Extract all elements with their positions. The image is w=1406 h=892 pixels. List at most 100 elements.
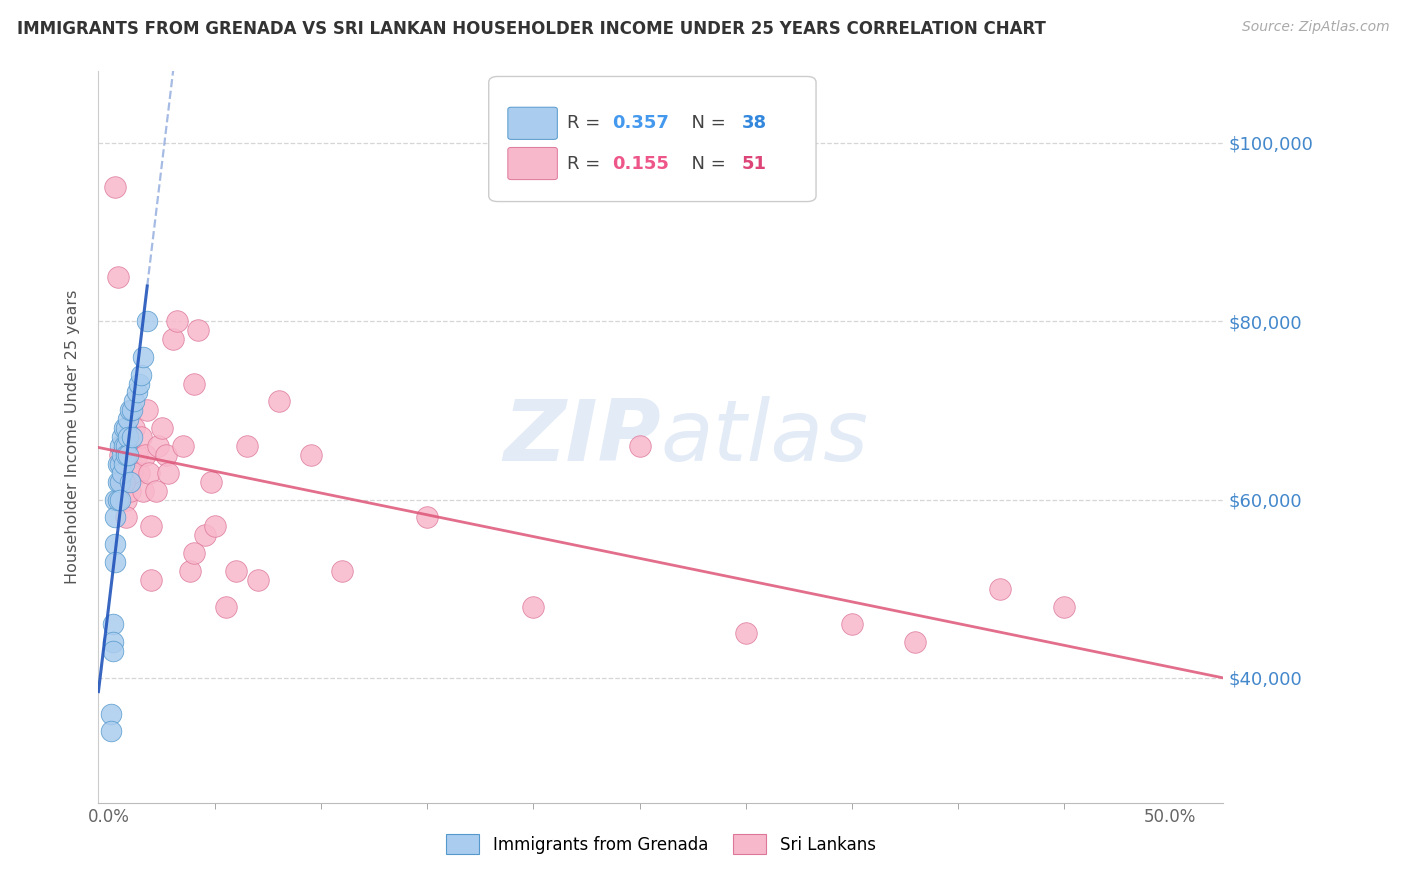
Point [108, 457, 131, 471]
Point [236, 439, 259, 453]
Point [187, 323, 209, 337]
Point [100, 724, 122, 739]
Point [145, 483, 167, 498]
Point [628, 439, 651, 453]
Text: IMMIGRANTS FROM GRENADA VS SRI LANKAN HOUSEHOLDER INCOME UNDER 25 YEARS CORRELAT: IMMIGRANTS FROM GRENADA VS SRI LANKAN HO… [17, 20, 1046, 37]
Point [120, 483, 142, 498]
Point [107, 269, 129, 284]
FancyBboxPatch shape [508, 147, 557, 179]
Y-axis label: Householder Income Under 25 years: Householder Income Under 25 years [65, 290, 80, 584]
Point [103, 617, 125, 632]
Point [124, 421, 146, 435]
Point [128, 466, 150, 480]
Point [111, 466, 134, 480]
Text: R =: R = [568, 114, 606, 132]
Point [112, 457, 135, 471]
Point [183, 376, 205, 391]
Point [104, 180, 127, 194]
Point [132, 483, 155, 498]
Point [183, 546, 205, 560]
Point [1053, 599, 1076, 614]
Point [107, 457, 129, 471]
Text: ZIP: ZIP [503, 395, 661, 479]
Point [162, 332, 184, 346]
Point [136, 403, 159, 417]
FancyBboxPatch shape [508, 107, 557, 139]
Point [121, 466, 143, 480]
Point [416, 510, 439, 524]
Point [103, 644, 125, 658]
Point [117, 448, 139, 462]
Point [112, 439, 135, 453]
Legend: Immigrants from Grenada, Sri Lankans: Immigrants from Grenada, Sri Lankans [439, 828, 883, 860]
Point [129, 430, 152, 444]
Text: 0.357: 0.357 [613, 114, 669, 132]
Point [141, 573, 163, 587]
Text: R =: R = [568, 154, 606, 172]
Text: N =: N = [681, 114, 731, 132]
Point [100, 706, 122, 721]
Text: N =: N = [681, 154, 731, 172]
Point [138, 466, 160, 480]
Point [115, 421, 138, 435]
Point [522, 599, 544, 614]
Point [166, 314, 188, 328]
Point [108, 492, 131, 507]
Point [104, 537, 127, 551]
Point [841, 617, 863, 632]
Point [117, 412, 139, 426]
Point [112, 448, 135, 462]
Point [107, 475, 129, 489]
Point [108, 439, 131, 453]
Point [104, 510, 127, 524]
Point [990, 582, 1012, 596]
Point [108, 475, 131, 489]
Point [155, 448, 177, 462]
Point [200, 475, 222, 489]
Point [115, 439, 138, 453]
Point [108, 448, 131, 462]
Point [103, 635, 125, 649]
Point [904, 635, 927, 649]
Point [117, 430, 139, 444]
Point [104, 492, 127, 507]
Point [150, 421, 173, 435]
Text: atlas: atlas [661, 395, 869, 479]
Point [111, 475, 134, 489]
Point [157, 466, 180, 480]
Point [299, 448, 322, 462]
Point [146, 439, 169, 453]
Point [112, 475, 135, 489]
Text: 0.155: 0.155 [613, 154, 669, 172]
Point [107, 492, 129, 507]
Point [115, 492, 138, 507]
Point [120, 475, 142, 489]
Point [332, 564, 354, 578]
Point [246, 573, 269, 587]
Point [267, 394, 290, 409]
Point [125, 385, 148, 400]
Text: Source: ZipAtlas.com: Source: ZipAtlas.com [1241, 20, 1389, 34]
Point [104, 555, 127, 569]
Point [115, 510, 138, 524]
Point [115, 448, 138, 462]
Point [124, 394, 146, 409]
Text: 38: 38 [742, 114, 766, 132]
Point [120, 403, 142, 417]
Point [215, 599, 238, 614]
Point [112, 421, 135, 435]
Point [129, 368, 152, 382]
Point [225, 564, 247, 578]
Point [111, 448, 134, 462]
Point [136, 314, 159, 328]
Text: 51: 51 [742, 154, 766, 172]
Point [111, 430, 134, 444]
Point [172, 439, 194, 453]
Point [128, 376, 150, 391]
Point [117, 457, 139, 471]
Point [125, 448, 148, 462]
Point [179, 564, 201, 578]
Point [132, 350, 155, 364]
Point [121, 430, 143, 444]
Point [734, 626, 756, 640]
